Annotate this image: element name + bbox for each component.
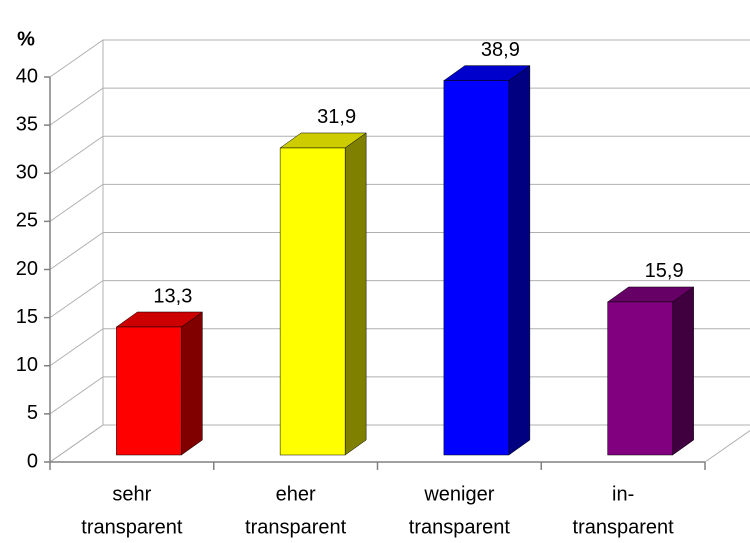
x-tick-label: sehr: [112, 483, 151, 505]
x-tick-label: transparent: [409, 516, 511, 538]
y-tick-label: 25: [16, 210, 38, 232]
x-tick-label: transparent: [573, 516, 675, 538]
grid-line: [49, 39, 750, 78]
x-tick-label: weniger: [423, 483, 494, 505]
y-axis-label: %: [17, 28, 35, 50]
y-tick-label: 40: [16, 65, 38, 87]
grid-line: [49, 328, 750, 367]
y-tick-label: 5: [27, 402, 38, 424]
value-label: 13,3: [153, 285, 192, 307]
value-label: 31,9: [317, 106, 356, 128]
y-tick-label: 0: [27, 450, 38, 472]
grid-line: [49, 87, 750, 126]
y-tick-label: 15: [16, 306, 38, 328]
y-tick-label: 30: [16, 162, 38, 184]
grid-line: [49, 232, 750, 270]
y-tick-label: 35: [16, 113, 38, 135]
value-label: 38,9: [481, 39, 520, 61]
grid-line: [49, 183, 750, 222]
bar: [607, 301, 673, 456]
value-label: 15,9: [645, 260, 684, 282]
grid-line: [49, 135, 750, 174]
x-tick-label: transparent: [81, 516, 183, 538]
y-tick-label: 10: [16, 354, 38, 376]
bar-side: [181, 311, 203, 456]
x-tick-label: eher: [276, 483, 316, 505]
grid-line: [49, 424, 750, 463]
grid-line: [49, 376, 750, 415]
x-tick-label: transparent: [245, 516, 347, 538]
x-tick-label: in-: [612, 483, 634, 505]
grid-line: [49, 280, 750, 319]
y-tick-label: 20: [16, 258, 38, 280]
bar-side: [672, 286, 694, 456]
bar-side: [344, 132, 367, 456]
bar: [279, 147, 346, 456]
bar: [116, 326, 182, 456]
bar: [443, 80, 510, 456]
bar-side: [508, 65, 531, 456]
